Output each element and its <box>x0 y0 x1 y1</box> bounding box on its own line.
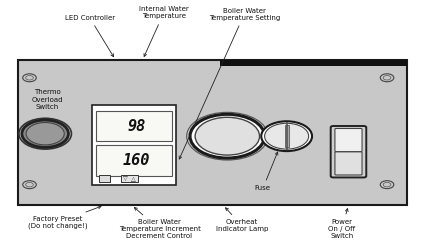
Text: Power
On / Off
Switch: Power On / Off Switch <box>328 209 355 240</box>
Circle shape <box>190 114 265 158</box>
Circle shape <box>26 122 64 145</box>
Circle shape <box>26 76 33 80</box>
Bar <box>220 60 407 66</box>
FancyBboxPatch shape <box>335 128 362 152</box>
Circle shape <box>380 181 394 189</box>
Bar <box>284 125 289 147</box>
Bar <box>18 60 407 204</box>
Text: Boiler Water
Temperature Setting: Boiler Water Temperature Setting <box>179 8 280 159</box>
Bar <box>99 175 110 182</box>
Text: Overheat
Indicator Lamp: Overheat Indicator Lamp <box>216 208 268 233</box>
Text: Factory Preset
(Do not change!): Factory Preset (Do not change!) <box>28 206 101 229</box>
Circle shape <box>26 182 33 187</box>
Circle shape <box>187 112 268 160</box>
Circle shape <box>380 74 394 82</box>
Circle shape <box>19 118 71 149</box>
Circle shape <box>265 123 309 149</box>
Text: 98: 98 <box>127 119 145 134</box>
Bar <box>96 145 172 176</box>
Circle shape <box>23 181 36 189</box>
Text: 160: 160 <box>122 153 150 168</box>
Text: Boiler Water
Temperature Increment
Decrement Control: Boiler Water Temperature Increment Decre… <box>119 208 201 240</box>
Text: △: △ <box>130 176 135 181</box>
Circle shape <box>195 117 260 155</box>
FancyBboxPatch shape <box>331 126 366 178</box>
Text: Internal Water
Temperature: Internal Water Temperature <box>139 6 189 56</box>
Circle shape <box>23 74 36 82</box>
Bar <box>92 105 176 185</box>
Text: LED Controller: LED Controller <box>65 14 115 57</box>
Text: Thermo
Overload
Switch: Thermo Overload Switch <box>31 89 63 110</box>
Circle shape <box>383 76 391 80</box>
FancyBboxPatch shape <box>335 152 362 175</box>
Circle shape <box>261 121 312 151</box>
Text: ▽: ▽ <box>123 176 128 181</box>
Bar <box>122 175 138 182</box>
Circle shape <box>383 182 391 187</box>
Circle shape <box>22 120 68 147</box>
Bar <box>96 111 172 141</box>
Text: Fuse: Fuse <box>255 152 278 192</box>
